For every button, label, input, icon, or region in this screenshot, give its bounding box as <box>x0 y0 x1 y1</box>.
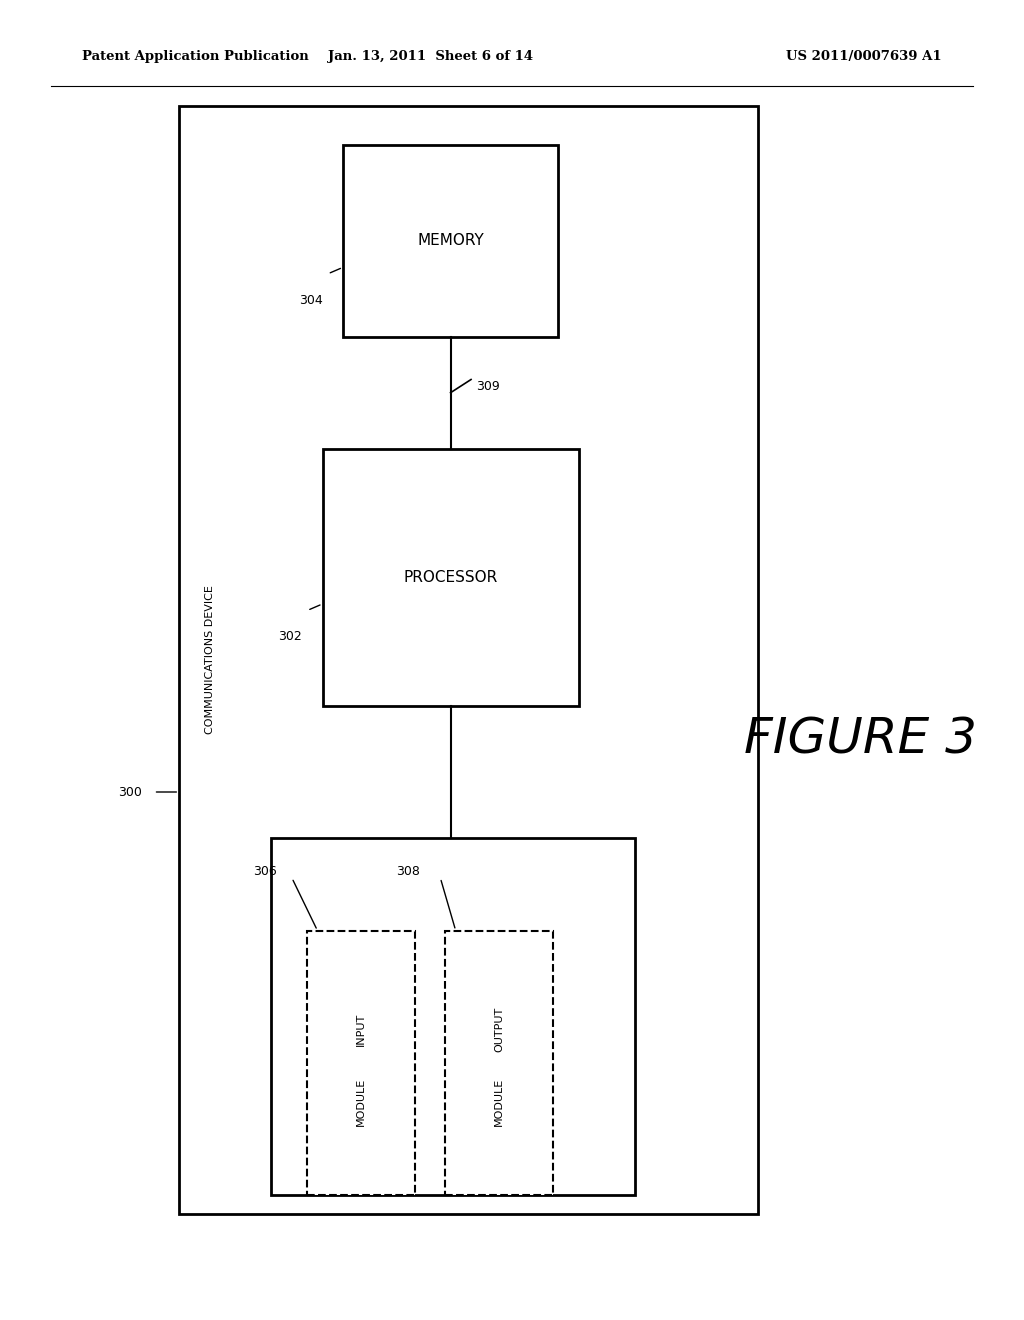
Bar <box>323 449 579 706</box>
Text: 308: 308 <box>396 865 420 878</box>
Bar <box>271 838 635 1195</box>
Bar <box>307 931 415 1195</box>
Text: MODULE: MODULE <box>495 1078 504 1126</box>
Text: FIGURE 3: FIGURE 3 <box>743 715 977 763</box>
Text: COMMUNICATIONS DEVICE: COMMUNICATIONS DEVICE <box>205 586 215 734</box>
Text: 309: 309 <box>476 380 500 392</box>
Text: 300: 300 <box>118 785 141 799</box>
Text: OUTPUT: OUTPUT <box>495 1007 504 1052</box>
Bar <box>343 145 558 337</box>
Text: 302: 302 <box>279 631 302 643</box>
Text: US 2011/0007639 A1: US 2011/0007639 A1 <box>786 50 942 63</box>
Text: Patent Application Publication: Patent Application Publication <box>82 50 308 63</box>
Text: MODULE: MODULE <box>356 1078 366 1126</box>
Text: 304: 304 <box>299 294 323 306</box>
Text: 306: 306 <box>253 865 276 878</box>
Text: MEMORY: MEMORY <box>417 234 484 248</box>
Text: PROCESSOR: PROCESSOR <box>403 570 498 585</box>
Text: INPUT: INPUT <box>356 1012 366 1047</box>
Text: Jan. 13, 2011  Sheet 6 of 14: Jan. 13, 2011 Sheet 6 of 14 <box>328 50 532 63</box>
Bar <box>179 106 758 1214</box>
Bar <box>445 931 553 1195</box>
